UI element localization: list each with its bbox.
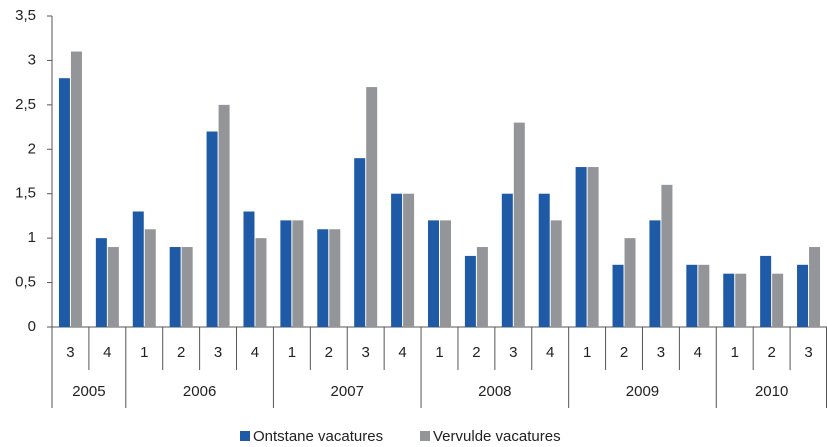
x-tick-label: 1 (288, 344, 296, 361)
y-tick-label: 3 (28, 51, 36, 68)
y-tick-label: 3,5 (15, 7, 36, 24)
bar (218, 104, 230, 327)
bar (476, 247, 488, 327)
x-tick-label: 4 (398, 344, 406, 361)
bar (538, 193, 550, 327)
x-tick-label: 1 (140, 344, 148, 361)
bar (550, 220, 562, 327)
bar (255, 238, 267, 327)
x-tick-label: 2 (472, 344, 480, 361)
bar (70, 51, 82, 328)
bar (797, 264, 809, 327)
bar (624, 238, 636, 327)
x-tick-label: 3 (657, 344, 665, 361)
x-tick-label: 1 (435, 344, 443, 361)
bar (698, 264, 710, 327)
y-tick-label: 1,5 (15, 185, 36, 202)
bar (329, 229, 341, 327)
bar (501, 193, 513, 327)
legend-swatch (420, 431, 430, 441)
bar (243, 211, 255, 327)
legend-swatch (240, 431, 250, 441)
bar (391, 193, 403, 327)
y-tick-label: 2,5 (15, 96, 36, 113)
bar (772, 273, 784, 327)
legend-label: Vervulde vacatures (433, 428, 561, 445)
bar (354, 158, 366, 327)
year-label: 2007 (331, 383, 364, 400)
bar (723, 273, 735, 327)
bar (440, 220, 451, 327)
bar (169, 247, 181, 327)
bar (513, 122, 525, 327)
x-tick-label: 4 (546, 344, 554, 361)
bar (760, 255, 772, 327)
bar (107, 247, 119, 327)
y-tick-label: 0,5 (15, 274, 36, 291)
bar (181, 247, 193, 327)
bar (206, 131, 218, 327)
bar (686, 264, 698, 327)
bar (587, 167, 599, 327)
x-tick-label: 3 (804, 344, 812, 361)
bar (144, 229, 156, 327)
x-tick-label: 4 (694, 344, 702, 361)
y-tick-label: 1 (28, 229, 36, 246)
x-tick-label: 4 (251, 344, 259, 361)
bar (317, 229, 329, 327)
year-label: 2010 (755, 383, 788, 400)
year-label: 2006 (183, 383, 216, 400)
x-tick-label: 3 (509, 344, 517, 361)
year-label: 2009 (626, 383, 659, 400)
bar (366, 87, 378, 327)
bar (280, 220, 292, 327)
x-tick-label: 3 (66, 344, 74, 361)
bar (292, 220, 304, 327)
x-tick-label: 1 (583, 344, 591, 361)
bar (575, 167, 587, 327)
y-tick-label: 2 (28, 140, 36, 157)
bar (403, 193, 415, 327)
legend-label: Ontstane vacatures (253, 428, 383, 445)
bar (809, 247, 821, 327)
bar (649, 220, 661, 327)
bar (661, 184, 673, 327)
x-tick-label: 3 (362, 344, 370, 361)
bar (735, 273, 747, 327)
x-tick-label: 2 (177, 344, 185, 361)
y-tick-label: 0 (28, 318, 36, 335)
year-label: 2008 (478, 383, 511, 400)
bar (612, 264, 624, 327)
x-tick-label: 1 (731, 344, 739, 361)
bar (428, 220, 439, 327)
bar (132, 211, 144, 327)
year-label: 2005 (72, 383, 105, 400)
x-tick-label: 2 (325, 344, 333, 361)
bar (58, 78, 70, 327)
x-tick-label: 2 (620, 344, 628, 361)
bar (464, 255, 476, 327)
x-tick-label: 2 (767, 344, 775, 361)
x-tick-label: 4 (103, 344, 111, 361)
bar (95, 238, 107, 327)
x-tick-label: 3 (214, 344, 222, 361)
